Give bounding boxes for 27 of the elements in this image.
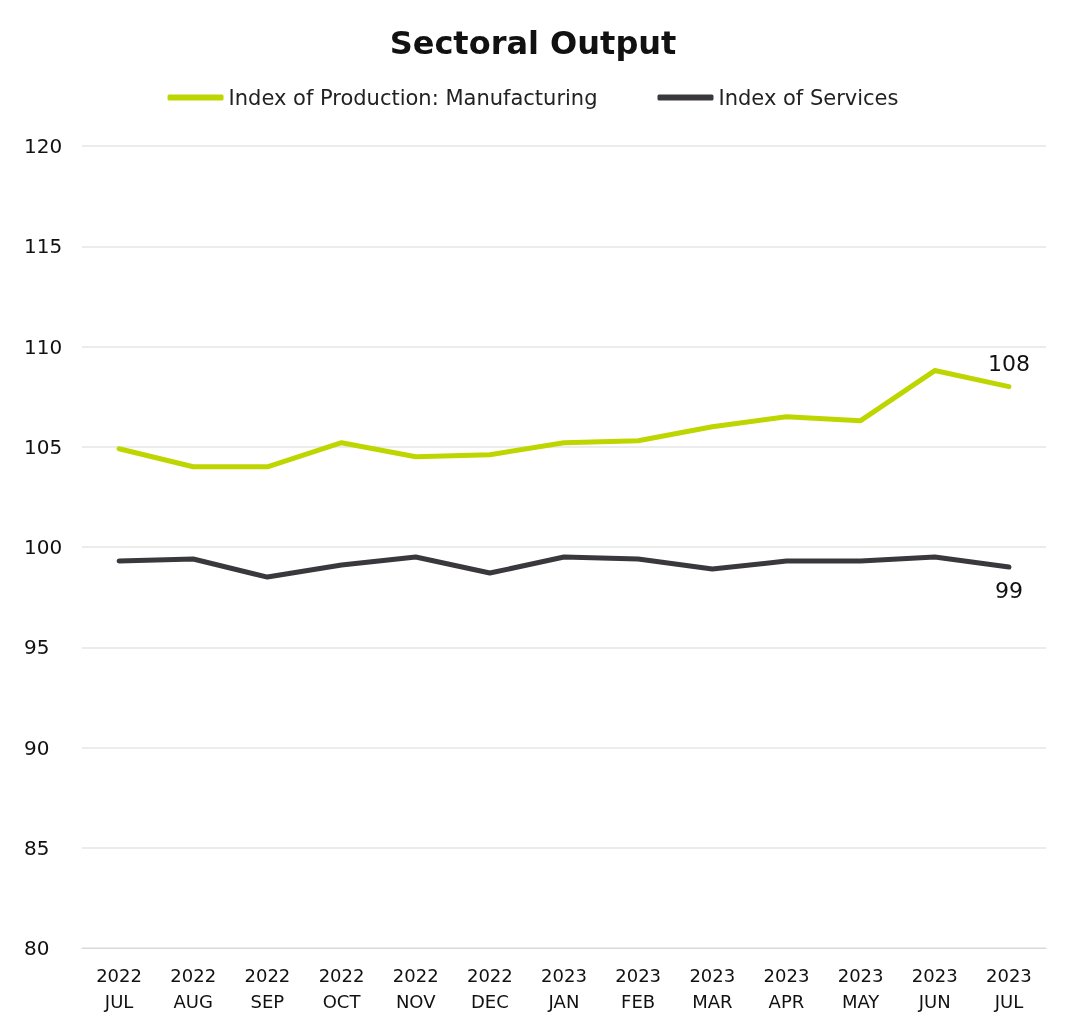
- y-tick-label: 90: [24, 735, 50, 760]
- y-tick-label: 115: [24, 234, 63, 259]
- x-tick-label: 2022 NOV: [392, 964, 439, 1012]
- y-tick-label: 105: [24, 434, 63, 459]
- y-tick-label: 120: [24, 134, 63, 158]
- x-tick-label: 2023 APR: [763, 964, 810, 1012]
- x-tick-label: 2023 FEB: [615, 964, 662, 1012]
- legend-label: Index of Services: [718, 85, 899, 110]
- x-tick-label: 2023 JUL: [986, 964, 1032, 1012]
- y-tick-label: 110: [24, 334, 63, 359]
- x-tick-label: 2023 MAR: [689, 964, 736, 1012]
- y-tick-label: 95: [24, 635, 50, 660]
- y-tick-label: 85: [24, 835, 50, 860]
- y-tick-label: 80: [24, 936, 50, 960]
- x-tick-label: 2022 JUL: [96, 964, 142, 1012]
- x-tick-label: 2022 SEP: [244, 964, 291, 1012]
- x-tick-label: 2023 MAY: [837, 964, 884, 1012]
- data-label: 99: [994, 577, 1023, 603]
- x-tick-label: 2022 OCT: [318, 964, 365, 1012]
- x-tick-label: 2023 JUN: [911, 964, 958, 1012]
- x-tick-label: 2022 DEC: [466, 964, 513, 1012]
- x-tick-label: 2023 JAN: [541, 964, 587, 1012]
- legend-label: Index of Production: Manufacturing: [228, 85, 598, 110]
- x-tick-label: 2022 AUG: [170, 964, 217, 1012]
- y-tick-label: 100: [24, 535, 63, 559]
- data-label: 108: [987, 351, 1030, 377]
- chart-title: Sectoral Output: [389, 24, 677, 62]
